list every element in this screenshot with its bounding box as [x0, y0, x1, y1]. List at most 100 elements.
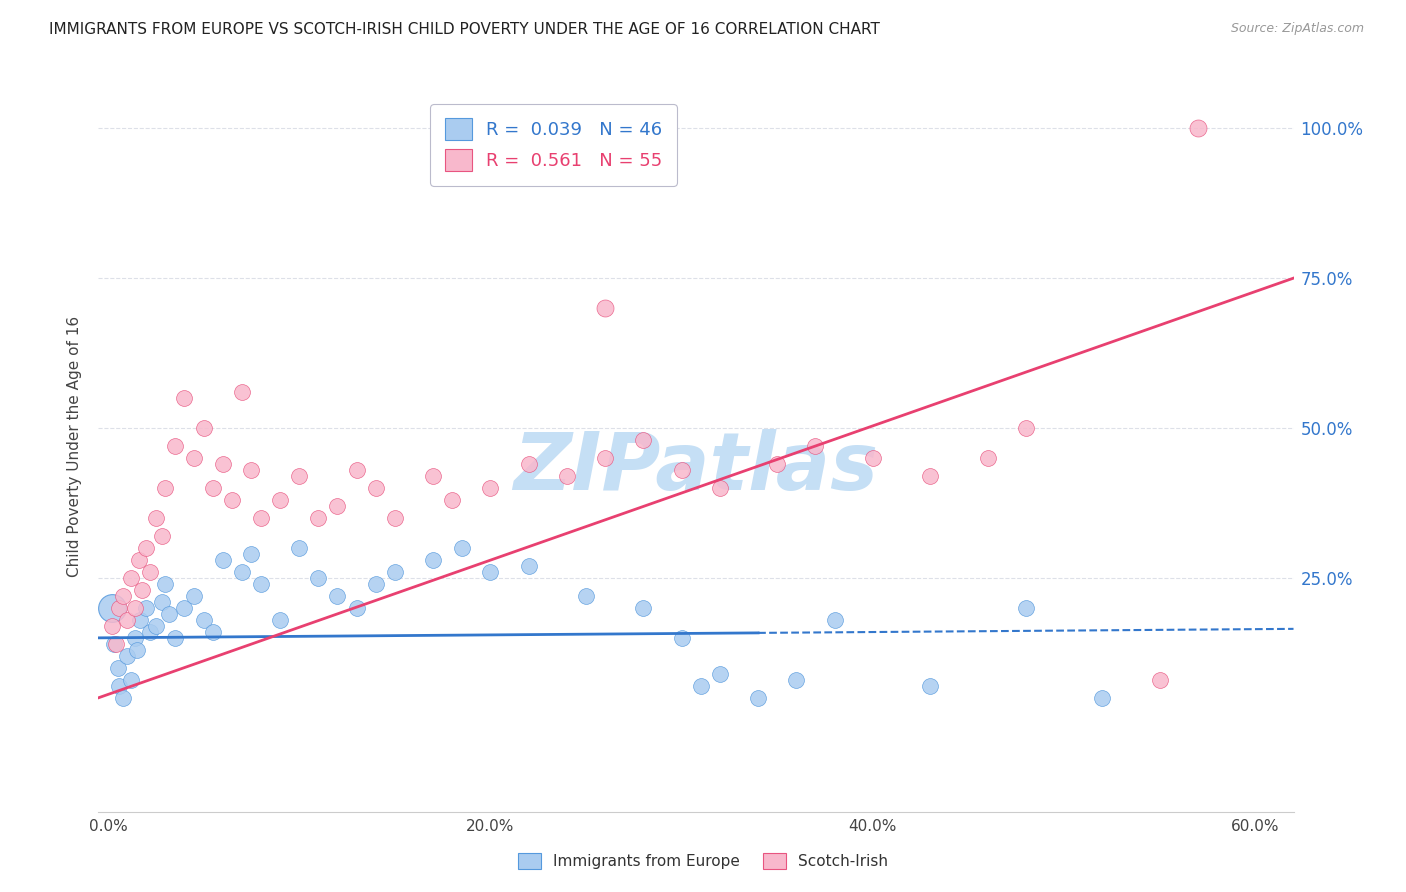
Point [108, 679, 131, 693]
Point [633, 600, 655, 615]
Text: ZIPatlas: ZIPatlas [513, 429, 879, 507]
Point [115, 648, 138, 663]
Point [288, 541, 311, 555]
Point [104, 637, 127, 651]
Point [671, 631, 693, 645]
Point [479, 565, 502, 579]
Point [139, 624, 162, 639]
Point [125, 643, 148, 657]
Point [240, 547, 263, 561]
Point [112, 589, 135, 603]
Point [250, 577, 273, 591]
Point [139, 565, 162, 579]
Point [384, 565, 406, 579]
Point [157, 607, 180, 621]
Point [785, 673, 807, 687]
Point [307, 571, 329, 585]
Point [221, 492, 243, 507]
Point [101, 619, 124, 633]
Point [183, 589, 205, 603]
Y-axis label: Child Poverty Under the Age of 16: Child Poverty Under the Age of 16 [66, 316, 82, 576]
Text: Source: ZipAtlas.com: Source: ZipAtlas.com [1230, 22, 1364, 36]
Point [103, 637, 125, 651]
Point [269, 492, 291, 507]
Legend: Immigrants from Europe, Scotch-Irish: Immigrants from Europe, Scotch-Irish [512, 847, 894, 875]
Point [633, 433, 655, 447]
Point [135, 541, 157, 555]
Point [145, 511, 167, 525]
Point [120, 571, 142, 585]
Point [107, 661, 129, 675]
Point [231, 565, 253, 579]
Point [976, 450, 998, 465]
Point [202, 624, 225, 639]
Point [593, 450, 616, 465]
Point [824, 613, 846, 627]
Point [422, 469, 444, 483]
Point [364, 577, 387, 591]
Point [124, 600, 146, 615]
Point [163, 439, 186, 453]
Legend: R =  0.039   N = 46, R =  0.561   N = 55: R = 0.039 N = 46, R = 0.561 N = 55 [430, 104, 676, 186]
Point [920, 679, 942, 693]
Point [326, 499, 349, 513]
Point [1015, 421, 1038, 435]
Point [145, 619, 167, 633]
Point [450, 541, 472, 555]
Point [555, 469, 578, 483]
Point [183, 450, 205, 465]
Point [862, 450, 884, 465]
Point [155, 577, 177, 591]
Point [115, 613, 138, 627]
Point [709, 481, 731, 495]
Point [804, 439, 827, 453]
Point [150, 595, 173, 609]
Point [231, 385, 253, 400]
Point [1187, 121, 1209, 136]
Point [709, 666, 731, 681]
Point [593, 301, 616, 315]
Point [517, 558, 540, 573]
Point [1091, 690, 1114, 705]
Point [163, 631, 186, 645]
Point [211, 457, 233, 471]
Text: IMMIGRANTS FROM EUROPE VS SCOTCH-IRISH CHILD POVERTY UNDER THE AGE OF 16 CORRELA: IMMIGRANTS FROM EUROPE VS SCOTCH-IRISH C… [49, 22, 880, 37]
Point [129, 613, 152, 627]
Point [135, 600, 157, 615]
Point [202, 481, 225, 495]
Point [288, 469, 311, 483]
Point [422, 553, 444, 567]
Point [112, 690, 135, 705]
Point [671, 463, 693, 477]
Point [269, 613, 291, 627]
Point [326, 589, 349, 603]
Point [211, 553, 233, 567]
Point [1015, 600, 1038, 615]
Point [155, 481, 177, 495]
Point [441, 492, 464, 507]
Point [124, 631, 146, 645]
Point [479, 481, 502, 495]
Point [689, 679, 711, 693]
Point [575, 589, 598, 603]
Point [346, 463, 368, 477]
Point [108, 600, 131, 615]
Point [747, 690, 769, 705]
Point [517, 457, 540, 471]
Point [150, 529, 173, 543]
Point [120, 673, 142, 687]
Point [307, 511, 329, 525]
Point [193, 613, 215, 627]
Point [101, 600, 124, 615]
Point [173, 600, 195, 615]
Point [364, 481, 387, 495]
Point [346, 600, 368, 615]
Point [250, 511, 273, 525]
Point [920, 469, 942, 483]
Point [128, 553, 150, 567]
Point [766, 457, 789, 471]
Point [173, 391, 195, 405]
Point [193, 421, 215, 435]
Point [240, 463, 263, 477]
Point [1149, 673, 1171, 687]
